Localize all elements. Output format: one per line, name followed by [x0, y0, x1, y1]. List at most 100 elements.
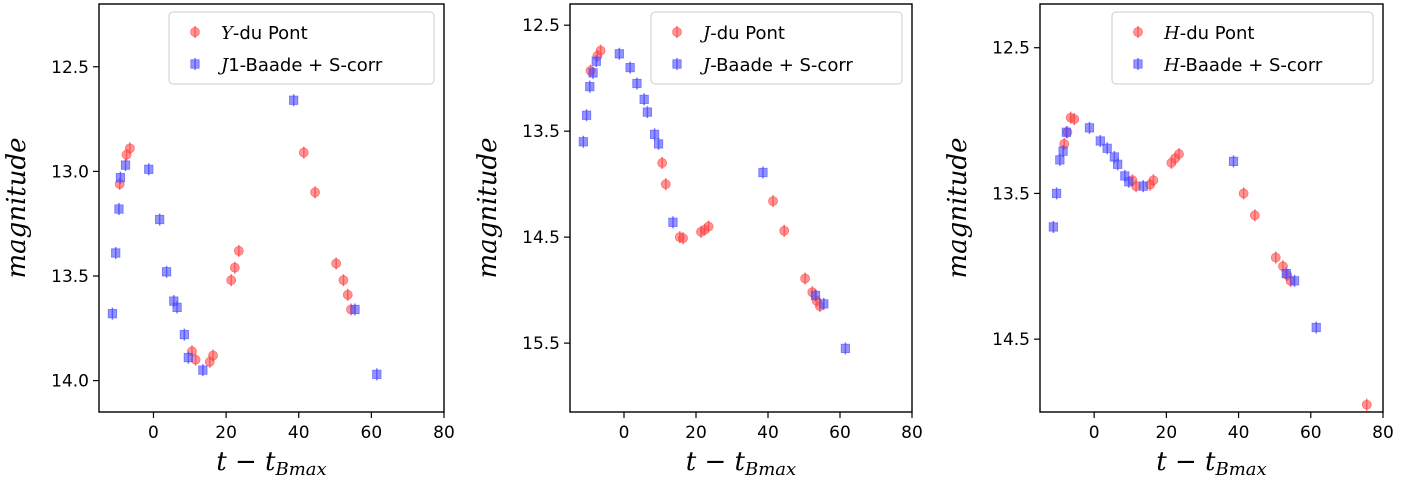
legend: H-du Pont H-Baade + S-corr: [1111, 11, 1374, 85]
legend-marker: [1133, 58, 1143, 70]
data-point: [768, 195, 778, 208]
y-tick-label: 12.5: [51, 58, 89, 78]
data-point: [585, 80, 595, 93]
data-point: [1124, 175, 1134, 188]
data-point: [819, 297, 829, 310]
data-point: [642, 106, 653, 119]
data-point: [183, 351, 193, 364]
data-point: [660, 178, 671, 191]
y-tick-label: 12.5: [992, 39, 1030, 59]
data-point: [124, 142, 135, 155]
data-point: [155, 213, 165, 226]
legend-label: J-du Pont: [699, 23, 785, 44]
data-point: [233, 244, 244, 257]
legend-label: H-du Pont: [1163, 23, 1254, 44]
legend-marker: [190, 26, 200, 38]
data-point: [1289, 274, 1300, 287]
data-point: [1095, 134, 1105, 147]
legend-marker: [672, 58, 682, 70]
axes-frame: [569, 3, 913, 413]
y-tick-label: 13.5: [992, 184, 1030, 204]
axes-frame: [1039, 3, 1384, 413]
y-tick-label: 13.5: [51, 267, 89, 287]
data-point: [639, 93, 649, 106]
plot-area: [578, 44, 851, 355]
data-point: [190, 353, 201, 366]
legend-box: [650, 11, 903, 85]
series-du-pont: [1059, 111, 1372, 411]
data-point: [372, 368, 382, 381]
legend-entry: J-du Pont: [672, 23, 785, 44]
x-tick-label: 80: [433, 423, 455, 443]
legend: J-du Pont J-Baade + S-corr: [650, 11, 903, 85]
series-baade: [107, 94, 382, 381]
legend-label: J1-Baade + S-corr: [217, 55, 383, 76]
data-point: [614, 47, 624, 60]
data-point: [172, 301, 182, 314]
data-point: [1084, 121, 1095, 134]
x-tick-label: 60: [361, 423, 383, 443]
data-point: [591, 55, 601, 68]
data-point: [1069, 113, 1080, 126]
data-point: [331, 257, 342, 270]
data-point: [840, 342, 851, 355]
data-point: [1361, 398, 1372, 411]
data-point: [625, 61, 635, 74]
data-point: [1281, 267, 1291, 280]
series-du-pont: [114, 142, 356, 368]
x-axis-label: t − tBmax: [216, 447, 326, 480]
y-tick-label: 14.5: [992, 330, 1030, 350]
data-point: [338, 274, 349, 287]
data-point: [298, 146, 309, 159]
data-point: [1174, 148, 1184, 161]
data-point: [810, 289, 821, 302]
data-point: [779, 224, 790, 237]
data-point: [1249, 209, 1260, 222]
data-point: [144, 163, 154, 176]
x-tick-label: 0: [1089, 423, 1100, 443]
data-point: [581, 109, 592, 122]
x-axis-label: t − tBmax: [686, 447, 796, 480]
data-point: [310, 186, 320, 199]
x-tick-label: 40: [1228, 423, 1250, 443]
x-tick-label: 0: [619, 423, 630, 443]
data-point: [198, 364, 208, 377]
data-point: [229, 261, 240, 274]
y-axis-label: magnitude: [943, 137, 973, 278]
data-point: [800, 272, 810, 285]
x-tick-label: 60: [1300, 423, 1322, 443]
y-tick-label: 13.5: [522, 122, 560, 142]
series-du-pont: [585, 44, 825, 313]
legend-entry: H-Baade + S-corr: [1133, 55, 1323, 76]
y-axis-label: magnitude: [473, 137, 503, 278]
data-point: [1058, 145, 1068, 158]
data-point: [657, 156, 668, 169]
plot-area: [1048, 111, 1372, 411]
data-point: [289, 94, 299, 107]
y-tick-label: 15.5: [522, 334, 560, 354]
x-tick-label: 40: [288, 423, 310, 443]
data-point: [1228, 155, 1239, 168]
legend-label: H-Baade + S-corr: [1163, 55, 1323, 76]
data-point: [208, 349, 218, 362]
data-point: [588, 66, 598, 79]
legend-box: [1111, 11, 1374, 85]
data-point: [632, 77, 642, 90]
x-tick-label: 40: [757, 423, 779, 443]
x-tick-label: 0: [148, 423, 159, 443]
data-point: [653, 137, 664, 150]
chart-panel-1: 0 20 40 60 80 12.5 13.0 13.5 14.0 t − tBmax magnit…: [2, 3, 455, 480]
legend-entry: J1-Baade + S-corr: [190, 55, 383, 76]
legend-entry: H-du Pont: [1133, 23, 1254, 44]
series-baade: [578, 47, 851, 355]
data-point: [120, 159, 131, 172]
data-point: [595, 44, 606, 57]
legend: Y-du Pont J1-Baade + S-corr: [168, 11, 435, 85]
y-tick-label: 12.5: [522, 16, 560, 36]
plot-area: [107, 94, 382, 381]
x-tick-label: 60: [829, 423, 851, 443]
data-point: [650, 128, 660, 141]
data-point: [107, 307, 118, 320]
data-point: [1238, 187, 1249, 200]
